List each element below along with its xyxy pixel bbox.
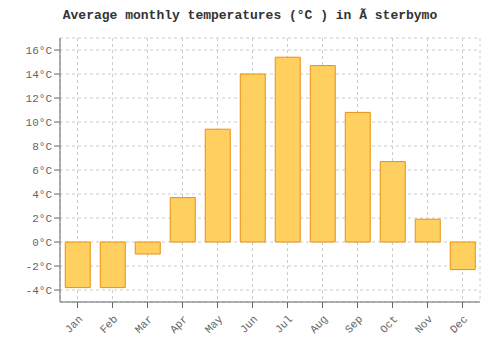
svg-text:10°C: 10°C <box>26 117 53 129</box>
svg-text:-4°C: -4°C <box>26 285 53 297</box>
svg-text:Oct: Oct <box>378 313 400 335</box>
svg-text:Dec: Dec <box>448 313 470 335</box>
svg-text:Mar: Mar <box>133 313 155 335</box>
svg-text:8°C: 8°C <box>32 141 52 153</box>
svg-text:12°C: 12°C <box>26 93 53 105</box>
svg-text:May: May <box>203 313 226 336</box>
html-text:Average monthly temperatures (: Average monthly temperatures (°C ) in Ã … <box>62 8 438 23</box>
svg-text:4°C: 4°C <box>32 189 52 201</box>
svg-text:16°C: 16°C <box>26 45 53 57</box>
svg-text:Jun: Jun <box>238 313 260 335</box>
svg-text:6°C: 6°C <box>32 165 52 177</box>
svg-text:Apr: Apr <box>168 313 190 335</box>
svg-text:Jul: Jul <box>273 313 295 335</box>
svg-text:Jan: Jan <box>63 313 85 335</box>
svg-text:2°C: 2°C <box>32 213 52 225</box>
svg-text:0°C: 0°C <box>32 237 52 249</box>
svg-text:-2°C: -2°C <box>26 261 53 273</box>
svg-text:Aug: Aug <box>308 313 330 335</box>
svg-text:Sep: Sep <box>343 313 365 335</box>
svg-text:Nov: Nov <box>413 313 436 336</box>
svg-text:14°C: 14°C <box>26 69 53 81</box>
svg-text:Feb: Feb <box>98 313 120 335</box>
